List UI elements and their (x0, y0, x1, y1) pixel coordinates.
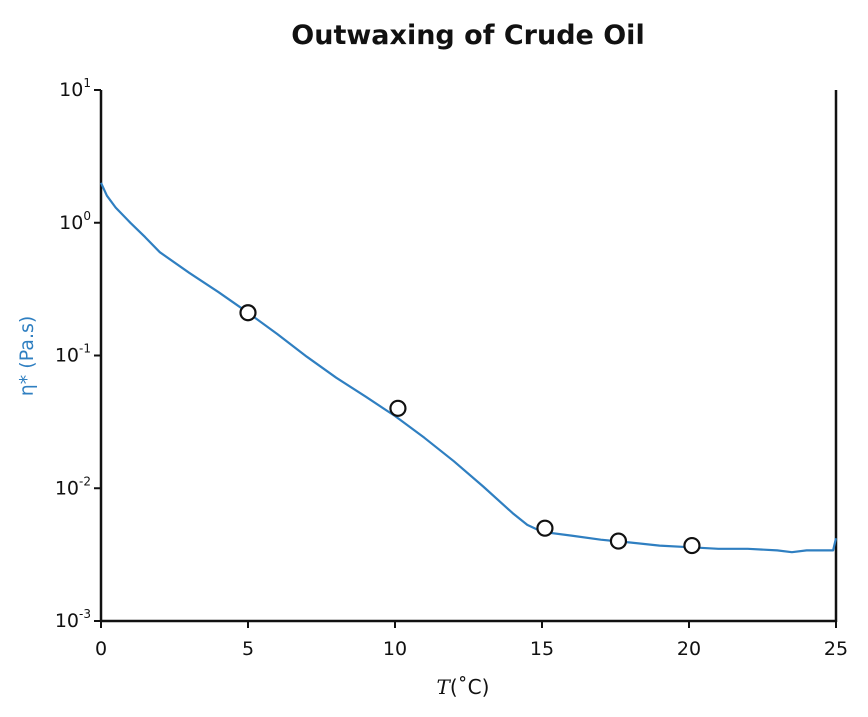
y-tick-exponent: -1 (79, 342, 91, 356)
x-tick-label: 25 (824, 638, 848, 660)
data-marker (683, 536, 701, 555)
y-tick-base: 10 (55, 610, 79, 632)
y-tick-label: 10-1 (55, 342, 91, 367)
y-tick-exponent: -3 (79, 607, 91, 621)
x-tick-label: 15 (530, 638, 554, 660)
series-line (99, 182, 838, 554)
y-tick-exponent: 1 (83, 76, 91, 90)
y-tick-base: 10 (59, 212, 83, 234)
x-axis-unit: (˚C) (450, 675, 490, 699)
x-axis-label: T(˚C) (437, 675, 490, 699)
x-tick-label: 5 (242, 638, 254, 660)
y-tick-label: 10-3 (55, 607, 91, 632)
y-tick-exponent: -2 (79, 474, 91, 488)
x-tick-label: 10 (383, 638, 407, 660)
y-tick-base: 10 (55, 345, 79, 367)
y-axis-label: η* (Pa.s) (16, 316, 38, 397)
markers (239, 304, 701, 555)
data-marker (536, 519, 554, 537)
y-tick-label: 100 (59, 209, 91, 234)
chart-title: Outwaxing of Crude Oil (291, 20, 644, 51)
data-marker (389, 399, 407, 417)
data-marker (239, 304, 257, 322)
x-tick-label: 20 (677, 638, 701, 660)
x-tick-label: 0 (95, 638, 107, 660)
x-axis-variable: T (437, 675, 452, 699)
y-tick-label: 101 (59, 76, 91, 101)
y-tick-base: 10 (59, 79, 83, 101)
x-ticks: 0 5 10 15 20 25 (95, 621, 848, 660)
y-tick-base: 10 (55, 477, 79, 499)
data-marker (609, 532, 628, 550)
y-tick-exponent: 0 (83, 209, 91, 223)
y-tick-label: 10-2 (55, 474, 91, 499)
